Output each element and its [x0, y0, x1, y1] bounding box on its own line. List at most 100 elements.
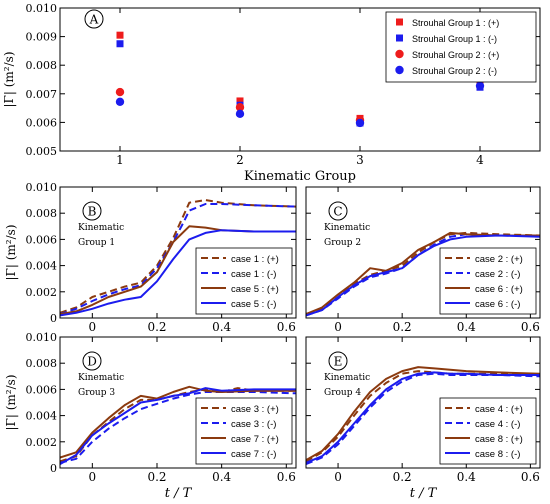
y-tick-label: 0.008: [26, 357, 58, 370]
series-line: [60, 229, 296, 317]
panel-frame: [59, 7, 541, 152]
annotation-text: Kinematic: [324, 373, 370, 383]
x-tick-label: 4: [476, 153, 484, 167]
legend-label: case 2 : (+): [475, 254, 523, 265]
y-tick-label: 0.004: [26, 260, 58, 273]
y-tick-label: 0.006: [26, 383, 58, 396]
legend-marker: [395, 65, 404, 75]
y-tick-label: 0.008: [26, 207, 58, 220]
legend: case 1 : (+) case 1 : (-) case 5 : (+) case…: [195, 247, 293, 315]
legend-marker: [396, 34, 403, 42]
legend: Strouhal Group 1 : (+) Strouhal Group 1 :…: [385, 11, 537, 83]
panel-label-circle: [82, 201, 102, 221]
legend-label: Strouhal Group 2 : (+): [412, 50, 499, 60]
data-point: [475, 81, 485, 90]
series-line: [306, 366, 540, 461]
series-line: [306, 372, 540, 466]
x-tick-label: 0.2: [147, 470, 166, 484]
x-tick-label: 0: [334, 470, 342, 484]
series-line: [60, 385, 296, 459]
x-axis-label: t / T: [410, 486, 438, 501]
panel-label: D: [87, 355, 97, 369]
y-axis-label: |Γ| (m²/s): [2, 52, 16, 108]
panel-d: 0 0.2 0.4 0.6 0 0.002 0.004 0.006 0.008 0.010 D Kin…: [4, 331, 297, 501]
legend-label: case 3 : (+): [231, 404, 279, 415]
legend: case 3 : (+) case 3 : (-) case 7 : (+) case…: [195, 397, 293, 465]
legend-label: case 7 : (+): [231, 434, 279, 445]
legend-label: case 5 : (-): [231, 299, 276, 310]
plot-area: [60, 385, 296, 465]
y-tick-label: 0.010: [26, 331, 58, 344]
x-tick-label: 0.4: [457, 320, 476, 334]
panel-label: E: [334, 355, 343, 369]
y-axis-label: |Γ| (m²/s): [4, 375, 18, 431]
data-point: [235, 109, 245, 119]
x-tick-label: 0.4: [212, 470, 231, 484]
x-axis-label: t / T: [165, 486, 193, 501]
y-tick-label: 0.009: [26, 31, 58, 44]
legend-marker: [395, 49, 404, 59]
data-point: [236, 97, 244, 105]
data-point: [115, 87, 125, 97]
annotation-text: Group 3: [78, 388, 115, 398]
series-line: [60, 387, 296, 465]
y-axis-label: |Γ| (m²/s): [4, 225, 18, 281]
legend-label: case 3 : (-): [231, 419, 276, 430]
x-tick-label: 0.4: [457, 470, 476, 484]
panel-label: A: [89, 13, 99, 27]
panel-b: 0 0.2 0.4 0.6 0 0.002 0.004 0.006 0.008 0.010 B Kin…: [4, 181, 297, 334]
legend-label: case 7 : (-): [231, 449, 276, 460]
series-line: [306, 231, 540, 316]
y-tick-label: 0.006: [26, 233, 58, 246]
y-tick-label: 0.010: [26, 2, 58, 15]
legend-label: case 4 : (-): [475, 419, 520, 430]
annotation-text: Group 1: [78, 238, 115, 248]
annotation-text: Group 4: [324, 388, 361, 398]
legend-label: case 6 : (-): [475, 299, 520, 310]
legend-label: case 6 : (+): [475, 284, 523, 295]
legend-label: case 2 : (-): [475, 269, 520, 280]
legend-label: case 1 : (+): [231, 254, 279, 265]
annotation-text: Group 2: [324, 238, 361, 248]
x-tick-label: 2: [236, 153, 244, 167]
legend-label: case 5 : (+): [231, 284, 279, 295]
x-tick-label: 3: [356, 153, 364, 167]
x-tick-label: 0.2: [393, 470, 412, 484]
legend-label: Strouhal Group 1 : (+): [412, 18, 499, 28]
series-line: [60, 199, 296, 314]
panel-label-circle: [328, 201, 348, 221]
x-tick-label: 0.2: [147, 320, 166, 334]
legend-label: case 4 : (+): [475, 404, 523, 415]
x-tick-label: 0.2: [393, 320, 412, 334]
plot-area: [306, 366, 540, 466]
panel-frame: [59, 186, 297, 319]
legend-label: Strouhal Group 1 : (-): [412, 34, 497, 44]
x-tick-label: 0.6: [277, 320, 296, 334]
legend-label: Strouhal Group 2 : (-): [412, 66, 497, 76]
legend: case 4 : (+) case 4 : (-) case 8 : (+) case…: [439, 397, 537, 465]
panel-frame: [305, 336, 541, 469]
x-tick-label: 0.6: [521, 320, 540, 334]
y-tick-label: 0.004: [26, 410, 58, 423]
y-tick-label: 0.010: [26, 181, 58, 194]
legend-label: case 8 : (+): [475, 434, 523, 445]
x-tick-label: 0.4: [212, 320, 231, 334]
y-tick-label: 0: [50, 312, 57, 325]
x-tick-label: 1: [116, 153, 124, 167]
y-tick-label: 0.007: [26, 88, 58, 101]
panel-label-circle: [328, 351, 348, 371]
annotation-text: Kinematic: [324, 223, 370, 233]
annotation-text: Kinematic: [78, 223, 124, 233]
legend-marker: [396, 18, 403, 26]
y-tick-label: 0: [50, 462, 57, 475]
x-tick-label: 0: [89, 320, 97, 334]
y-tick-label: 0.002: [26, 286, 58, 299]
y-tick-label: 0.008: [26, 59, 58, 72]
legend: case 2 : (+) case 2 : (-) case 6 : (+) case…: [439, 247, 537, 315]
legend-label: case 8 : (-): [475, 449, 520, 460]
panel-label-circle: [84, 9, 104, 29]
legend-label: case 1 : (-): [231, 269, 276, 280]
data-point: [355, 118, 365, 128]
